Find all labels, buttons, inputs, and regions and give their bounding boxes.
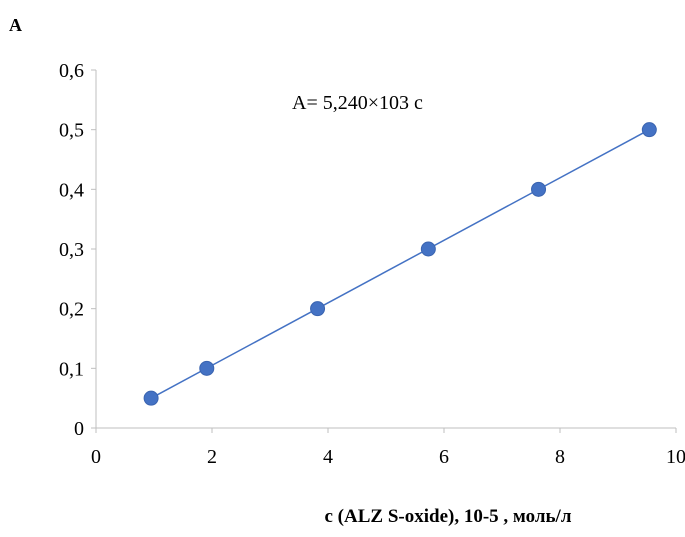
data-point — [420, 241, 436, 257]
y-axis-title: A — [9, 15, 22, 35]
data-point — [531, 181, 547, 197]
x-tick-label: 4 — [323, 446, 333, 468]
x-tick-label: 0 — [91, 446, 101, 468]
data-point — [310, 301, 326, 317]
y-tick-label: 0,1 — [59, 358, 84, 380]
x-axis-title: c (ALZ S-oxide), 10-5 , моль/л — [325, 506, 572, 527]
trendline-group — [150, 129, 650, 399]
y-tick-label: 0,3 — [59, 239, 84, 261]
y-tick-label: 0 — [74, 418, 84, 440]
regression-equation: A= 5,240×103 c — [292, 92, 423, 114]
x-tick-label: 8 — [555, 446, 565, 468]
y-tick-label: 0,2 — [59, 299, 84, 321]
y-tick-label: 0,5 — [59, 120, 84, 142]
data-points — [143, 122, 657, 406]
data-point — [199, 360, 215, 376]
x-tick-label: 6 — [439, 446, 449, 468]
data-point — [641, 122, 657, 138]
x-tick-label: 10 — [666, 446, 685, 468]
x-tick-labels: 0 2 4 6 8 10 — [91, 428, 685, 468]
x-tick-label: 2 — [207, 446, 217, 468]
y-tick-label: 0,4 — [59, 179, 84, 201]
y-tick-label: 0,6 — [59, 60, 84, 82]
data-point — [143, 390, 159, 406]
y-tick-labels: 0 0,1 0,2 0,3 0,4 0,5 0,6 — [59, 60, 96, 440]
trendline — [150, 129, 650, 399]
